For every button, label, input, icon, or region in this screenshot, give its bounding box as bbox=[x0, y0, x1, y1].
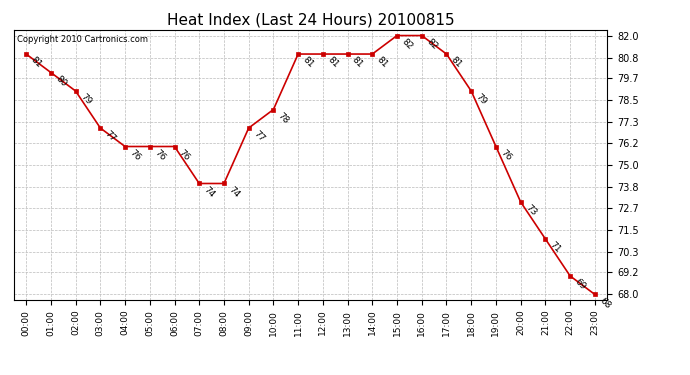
Text: 78: 78 bbox=[276, 111, 290, 125]
Text: 76: 76 bbox=[152, 148, 167, 162]
Text: 77: 77 bbox=[251, 129, 266, 144]
Text: 77: 77 bbox=[103, 129, 117, 144]
Text: 68: 68 bbox=[598, 296, 612, 310]
Text: 81: 81 bbox=[29, 56, 43, 70]
Text: 80: 80 bbox=[54, 74, 68, 88]
Text: 81: 81 bbox=[449, 56, 464, 70]
Text: 81: 81 bbox=[351, 56, 365, 70]
Text: 73: 73 bbox=[524, 203, 538, 218]
Text: 82: 82 bbox=[424, 37, 439, 51]
Text: 71: 71 bbox=[548, 240, 562, 255]
Text: 81: 81 bbox=[301, 56, 315, 70]
Text: 76: 76 bbox=[499, 148, 513, 162]
Text: 69: 69 bbox=[573, 278, 587, 292]
Text: 79: 79 bbox=[474, 92, 489, 107]
Text: 74: 74 bbox=[227, 185, 241, 199]
Text: 81: 81 bbox=[375, 56, 390, 70]
Text: 76: 76 bbox=[128, 148, 142, 162]
Title: Heat Index (Last 24 Hours) 20100815: Heat Index (Last 24 Hours) 20100815 bbox=[167, 12, 454, 27]
Text: 82: 82 bbox=[400, 37, 414, 51]
Text: 76: 76 bbox=[177, 148, 192, 162]
Text: 81: 81 bbox=[326, 56, 340, 70]
Text: Copyright 2010 Cartronics.com: Copyright 2010 Cartronics.com bbox=[17, 35, 148, 44]
Text: 79: 79 bbox=[79, 92, 93, 107]
Text: 74: 74 bbox=[202, 185, 217, 199]
